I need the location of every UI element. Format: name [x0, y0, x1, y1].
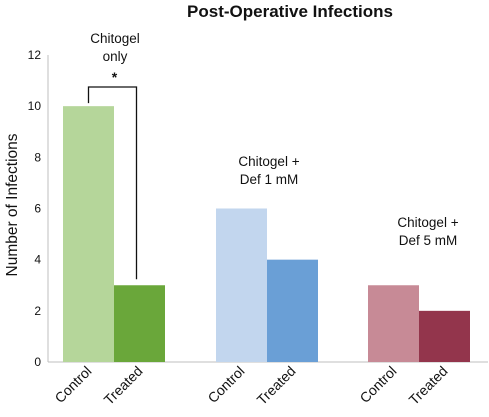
y-ticks: 0 2 4 6 8 10 12: [28, 48, 42, 369]
chart-title: Post-Operative Infections: [187, 2, 393, 21]
significance-annotation: *: [87, 69, 138, 280]
group-labels: Chitogel only Chitogel + Def 1 mM Chitogel +…: [90, 31, 458, 248]
group-label: Def 5 mM: [399, 233, 458, 248]
bar-treated: [267, 259, 318, 362]
significance-bracket: [87, 86, 138, 280]
bar-treated: [419, 310, 470, 362]
category-label: Control: [204, 363, 247, 406]
y-tick-label: 2: [34, 304, 41, 318]
group-label: Chitogel +: [238, 154, 299, 169]
bar-treated: [114, 285, 165, 362]
bar-control: [216, 208, 267, 362]
bar-control: [63, 106, 114, 363]
y-axis-label: Number of Infections: [4, 133, 21, 276]
y-tick-label: 10: [28, 99, 42, 113]
category-label: Treated: [254, 363, 299, 408]
group-label: Chitogel: [90, 31, 140, 46]
y-tick-label: 6: [34, 202, 41, 216]
category-labels: Control Treated Control Treated Control Treat…: [51, 363, 450, 408]
group-label: Chitogel +: [397, 215, 458, 230]
category-label: Control: [51, 363, 94, 406]
y-tick-label: 0: [34, 355, 41, 369]
category-label: Treated: [406, 363, 451, 408]
y-tick-label: 12: [28, 48, 42, 62]
bar-control: [368, 285, 419, 362]
group-label: Def 1 mM: [240, 172, 299, 187]
y-tick-label: 8: [34, 150, 41, 164]
category-label: Treated: [101, 363, 146, 408]
group-label: only: [103, 49, 128, 64]
y-tick-label: 4: [34, 253, 41, 267]
category-label: Control: [356, 363, 399, 406]
bars: [63, 106, 470, 363]
significance-star: *: [112, 69, 118, 85]
